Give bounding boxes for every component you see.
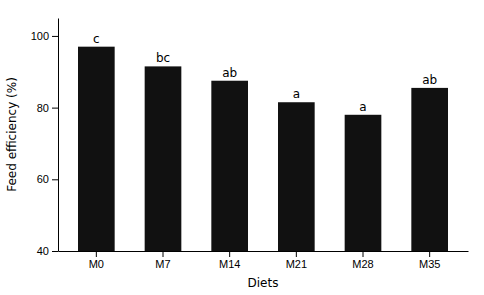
y-axis-line bbox=[58, 19, 59, 252]
plot: c bc ab a a ab M0 M7 M14 M21 M28 M35 40 60 80 100 bbox=[31, 19, 469, 270]
x-tick-label: M0 bbox=[89, 258, 104, 270]
annotation: ab bbox=[422, 73, 437, 87]
bar bbox=[145, 66, 182, 251]
y-tick-mark bbox=[52, 108, 58, 109]
y-tick-mark bbox=[52, 179, 58, 180]
x-tick-mark bbox=[296, 251, 297, 257]
x-tick-mark bbox=[363, 251, 364, 257]
y-axis: 40 60 80 100 bbox=[31, 19, 59, 258]
annotation: ab bbox=[222, 66, 237, 80]
y-axis-title: Feed efficiency (%) bbox=[5, 77, 19, 192]
y-tick: 40 bbox=[37, 245, 58, 257]
x-tick-label: M7 bbox=[155, 258, 170, 270]
annotations: c bc ab a a ab bbox=[93, 32, 437, 114]
y-tick-mark bbox=[52, 251, 58, 252]
bar bbox=[278, 102, 315, 251]
x-tick-label: M35 bbox=[419, 258, 440, 270]
x-tick: M21 bbox=[286, 251, 307, 270]
annotation: a bbox=[293, 87, 300, 101]
x-tick-label: M21 bbox=[286, 258, 307, 270]
bar bbox=[345, 115, 382, 251]
x-axis-line bbox=[59, 251, 469, 252]
y-tick: 60 bbox=[37, 173, 58, 185]
x-tick-mark bbox=[229, 251, 230, 257]
x-tick-mark bbox=[96, 251, 97, 257]
bars bbox=[78, 47, 448, 251]
x-tick-mark bbox=[163, 251, 164, 257]
x-tick-label: M28 bbox=[352, 258, 373, 270]
chart: c bc ab a a ab M0 M7 M14 M21 M28 M35 40 60 80 100 Diets F… bbox=[0, 0, 484, 295]
y-tick-mark bbox=[52, 36, 58, 37]
bar bbox=[78, 47, 115, 251]
y-tick-label: 100 bbox=[31, 30, 49, 42]
x-tick-mark bbox=[429, 251, 430, 257]
x-tick: M0 bbox=[89, 251, 104, 270]
y-tick-label: 80 bbox=[37, 102, 49, 114]
y-tick: 80 bbox=[37, 102, 58, 114]
y-tick-label: 40 bbox=[37, 245, 49, 257]
x-tick: M28 bbox=[352, 251, 373, 270]
annotation: bc bbox=[156, 51, 170, 65]
x-tick: M35 bbox=[419, 251, 440, 270]
y-tick-label: 60 bbox=[37, 173, 49, 185]
x-tick: M7 bbox=[155, 251, 170, 270]
x-axis: M0 M7 M14 M21 M28 M35 bbox=[59, 251, 469, 270]
x-tick: M14 bbox=[219, 251, 240, 270]
bar bbox=[211, 81, 248, 251]
y-tick: 100 bbox=[31, 30, 58, 42]
x-axis-title: Diets bbox=[248, 276, 279, 290]
annotation: c bbox=[93, 32, 100, 46]
annotation: a bbox=[359, 100, 366, 114]
x-tick-label: M14 bbox=[219, 258, 240, 270]
bar bbox=[411, 88, 448, 251]
